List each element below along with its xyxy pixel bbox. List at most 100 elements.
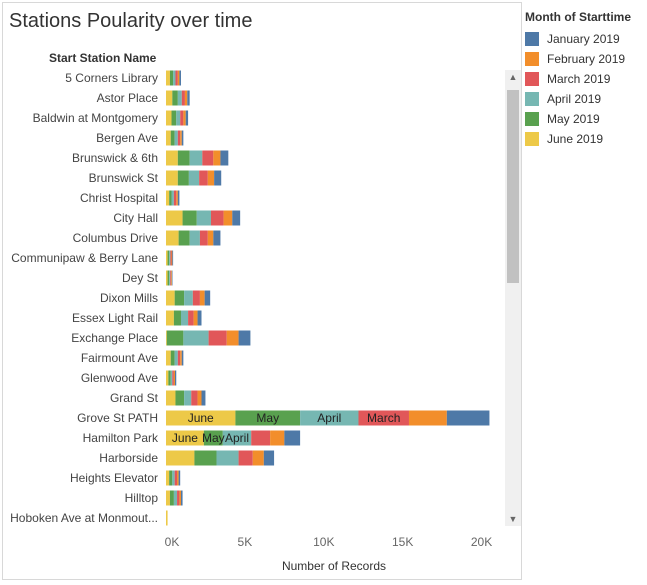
legend-item[interactable]: May 2019 <box>525 109 645 129</box>
legend-item[interactable]: April 2019 <box>525 89 645 109</box>
bar-segment[interactable] <box>174 470 178 486</box>
bar-segment[interactable] <box>166 190 170 206</box>
bar-segment[interactable] <box>171 270 173 286</box>
bar-segment[interactable] <box>172 250 174 266</box>
bar-segment[interactable] <box>177 170 189 186</box>
bar-segment[interactable] <box>202 150 214 166</box>
bar-segment[interactable] <box>177 150 190 166</box>
bar-segment[interactable] <box>180 130 182 146</box>
bar-segment[interactable] <box>168 370 171 386</box>
bar-segment[interactable] <box>213 230 221 246</box>
bar-segment[interactable] <box>199 230 208 246</box>
bar-segment[interactable] <box>238 450 253 466</box>
bar-segment[interactable] <box>446 410 490 426</box>
bar-segment[interactable] <box>177 470 179 486</box>
bar-segment[interactable] <box>207 230 214 246</box>
scrollbar-thumb[interactable] <box>507 90 519 283</box>
bar-segment[interactable] <box>196 210 211 226</box>
bar-segment[interactable] <box>166 170 178 186</box>
bar-segment[interactable] <box>251 430 271 446</box>
bar-segment[interactable] <box>172 90 178 106</box>
bar-segment[interactable] <box>166 150 178 166</box>
bar-segment[interactable] <box>263 450 275 466</box>
bar-segment[interactable] <box>203 430 223 446</box>
bar-segment[interactable] <box>166 430 204 446</box>
bar-segment[interactable] <box>182 210 197 226</box>
bar-segment[interactable] <box>172 370 174 386</box>
bar-segment[interactable] <box>169 190 172 206</box>
bar-segment[interactable] <box>220 150 229 166</box>
bar-segment[interactable] <box>177 130 181 146</box>
bar-segment[interactable] <box>174 350 178 366</box>
bar-segment[interactable] <box>180 110 184 126</box>
bar-segment[interactable] <box>226 330 239 346</box>
bar-segment[interactable] <box>177 190 180 206</box>
bar-segment[interactable] <box>174 370 177 386</box>
bar-segment[interactable] <box>169 250 171 266</box>
bar-segment[interactable] <box>170 350 175 366</box>
bar-segment[interactable] <box>169 490 174 506</box>
bar-segment[interactable] <box>208 330 227 346</box>
bar-segment[interactable] <box>170 250 172 266</box>
bar-segment[interactable] <box>166 70 170 86</box>
bar-segment[interactable] <box>166 450 195 466</box>
bar-segment[interactable] <box>167 250 170 266</box>
bar-segment[interactable] <box>173 70 176 86</box>
bar-segment[interactable] <box>223 210 233 226</box>
bar-segment[interactable] <box>179 490 181 506</box>
bar-segment[interactable] <box>175 70 178 86</box>
bar-segment[interactable] <box>171 250 173 266</box>
bar-segment[interactable] <box>222 430 252 446</box>
bar-segment[interactable] <box>166 490 170 506</box>
bar-segment[interactable] <box>180 310 189 326</box>
bar-segment[interactable] <box>183 330 209 346</box>
bar-segment[interactable] <box>170 270 172 286</box>
bar-segment[interactable] <box>284 430 301 446</box>
bar-segment[interactable] <box>181 130 184 146</box>
bar-segment[interactable] <box>358 410 409 426</box>
bar-segment[interactable] <box>181 90 185 106</box>
bar-segment[interactable] <box>170 130 175 146</box>
bar-segment[interactable] <box>193 310 198 326</box>
bar-segment[interactable] <box>201 390 206 406</box>
chevron-down-icon[interactable]: ▼ <box>508 514 518 524</box>
bar-segment[interactable] <box>166 210 183 226</box>
legend-item[interactable]: January 2019 <box>525 29 645 49</box>
bar-segment[interactable] <box>252 450 264 466</box>
bar-segment[interactable] <box>175 390 185 406</box>
chevron-up-icon[interactable]: ▲ <box>508 72 518 82</box>
bar-segment[interactable] <box>167 270 170 286</box>
bar-segment[interactable] <box>169 470 173 486</box>
bar-segment[interactable] <box>166 350 171 366</box>
bar-segment[interactable] <box>185 110 189 126</box>
bar-segment[interactable] <box>189 230 200 246</box>
bar-segment[interactable] <box>173 310 181 326</box>
bar-segment[interactable] <box>184 290 193 306</box>
bar-segment[interactable] <box>166 90 173 106</box>
bar-segment[interactable] <box>166 110 172 126</box>
legend-item[interactable]: March 2019 <box>525 69 645 89</box>
bar-segment[interactable] <box>174 290 185 306</box>
bar-segment[interactable] <box>178 230 190 246</box>
bar-segment[interactable] <box>180 490 183 506</box>
bar-segment[interactable] <box>173 490 178 506</box>
bar-segment[interactable] <box>171 190 174 206</box>
bar-segment[interactable] <box>191 390 198 406</box>
bar-segment[interactable] <box>166 130 171 146</box>
bar-segment[interactable] <box>235 410 301 426</box>
bar-segment[interactable] <box>176 190 178 206</box>
bar-segment[interactable] <box>197 390 202 406</box>
bar-segment[interactable] <box>180 350 182 366</box>
bar-segment[interactable] <box>184 90 188 106</box>
bar-segment[interactable] <box>166 470 170 486</box>
bar-segment[interactable] <box>166 270 168 286</box>
bar-segment[interactable] <box>172 470 175 486</box>
bar-segment[interactable] <box>238 330 251 346</box>
bar-segment[interactable] <box>270 430 285 446</box>
bar-segment[interactable] <box>300 410 359 426</box>
bar-segment[interactable] <box>176 110 181 126</box>
bar-segment[interactable] <box>166 410 236 426</box>
bar-segment[interactable] <box>216 450 239 466</box>
vertical-scrollbar[interactable]: ▲ ▼ <box>505 70 521 526</box>
bar-segment[interactable] <box>188 310 194 326</box>
